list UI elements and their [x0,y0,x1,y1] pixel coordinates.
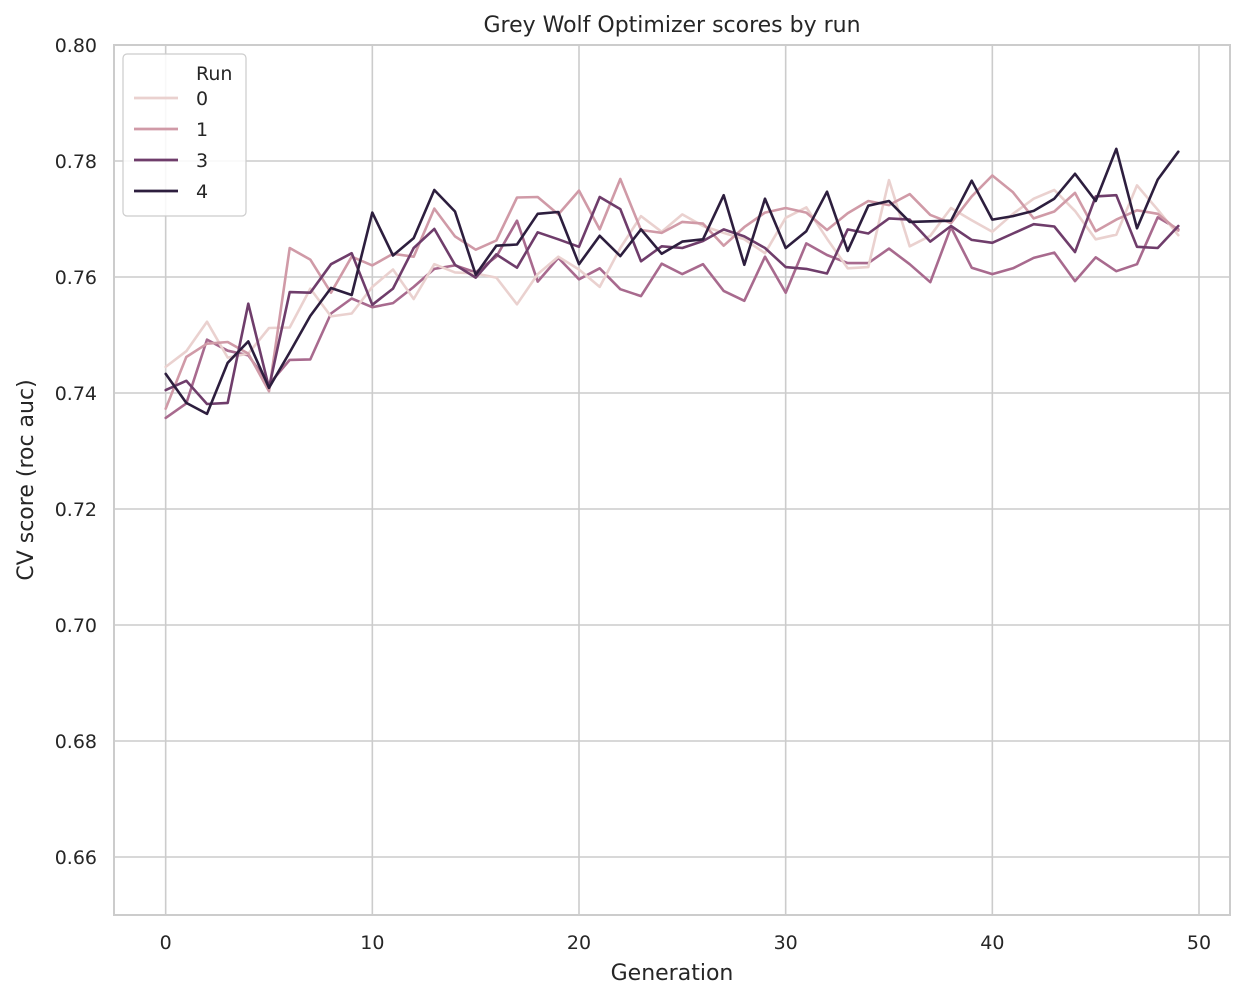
x-tick-label: 40 [980,932,1004,954]
y-tick-labels: 0.66 0.68 0.70 0.72 0.74 0.76 0.78 0.80 [55,35,97,869]
legend-label-run-0: 0 [196,88,208,110]
x-tick-label: 0 [160,932,172,954]
x-tick-label: 30 [774,932,798,954]
legend-items: 0 1 3 4 [134,88,208,203]
y-axis-title: CV score (roc auc) [14,379,39,580]
plot-frame [113,44,1231,916]
x-tick-label: 20 [567,932,591,954]
series-line-run-4 [164,147,1180,416]
y-tick-label: 0.76 [55,267,97,289]
series-line-run-1 [164,174,1180,411]
x-tick-label: 50 [1187,932,1211,954]
y-tick-label: 0.80 [55,35,97,57]
series-lines [164,147,1180,420]
legend-box [122,53,247,217]
legend-label-run-4: 4 [196,181,208,203]
x-tick-labels: 0 10 20 30 40 50 [160,932,1211,954]
chart-title: Grey Wolf Optimizer scores by run [483,13,860,38]
legend: Run 0 1 3 4 [122,53,247,217]
y-tick-label: 0.70 [55,615,97,637]
x-axis-title: Generation [611,961,734,986]
y-tick-label: 0.68 [55,731,97,753]
legend-title: Run [196,63,232,85]
legend-label-run-1: 1 [196,119,208,141]
x-tick-label: 10 [360,932,384,954]
y-tick-label: 0.74 [55,383,97,405]
y-tick-label: 0.72 [55,499,97,521]
y-tick-label: 0.78 [55,151,97,173]
y-tick-label: 0.66 [55,847,97,869]
series-line-unlabeled [164,216,1180,420]
legend-label-run-3: 3 [196,150,208,172]
